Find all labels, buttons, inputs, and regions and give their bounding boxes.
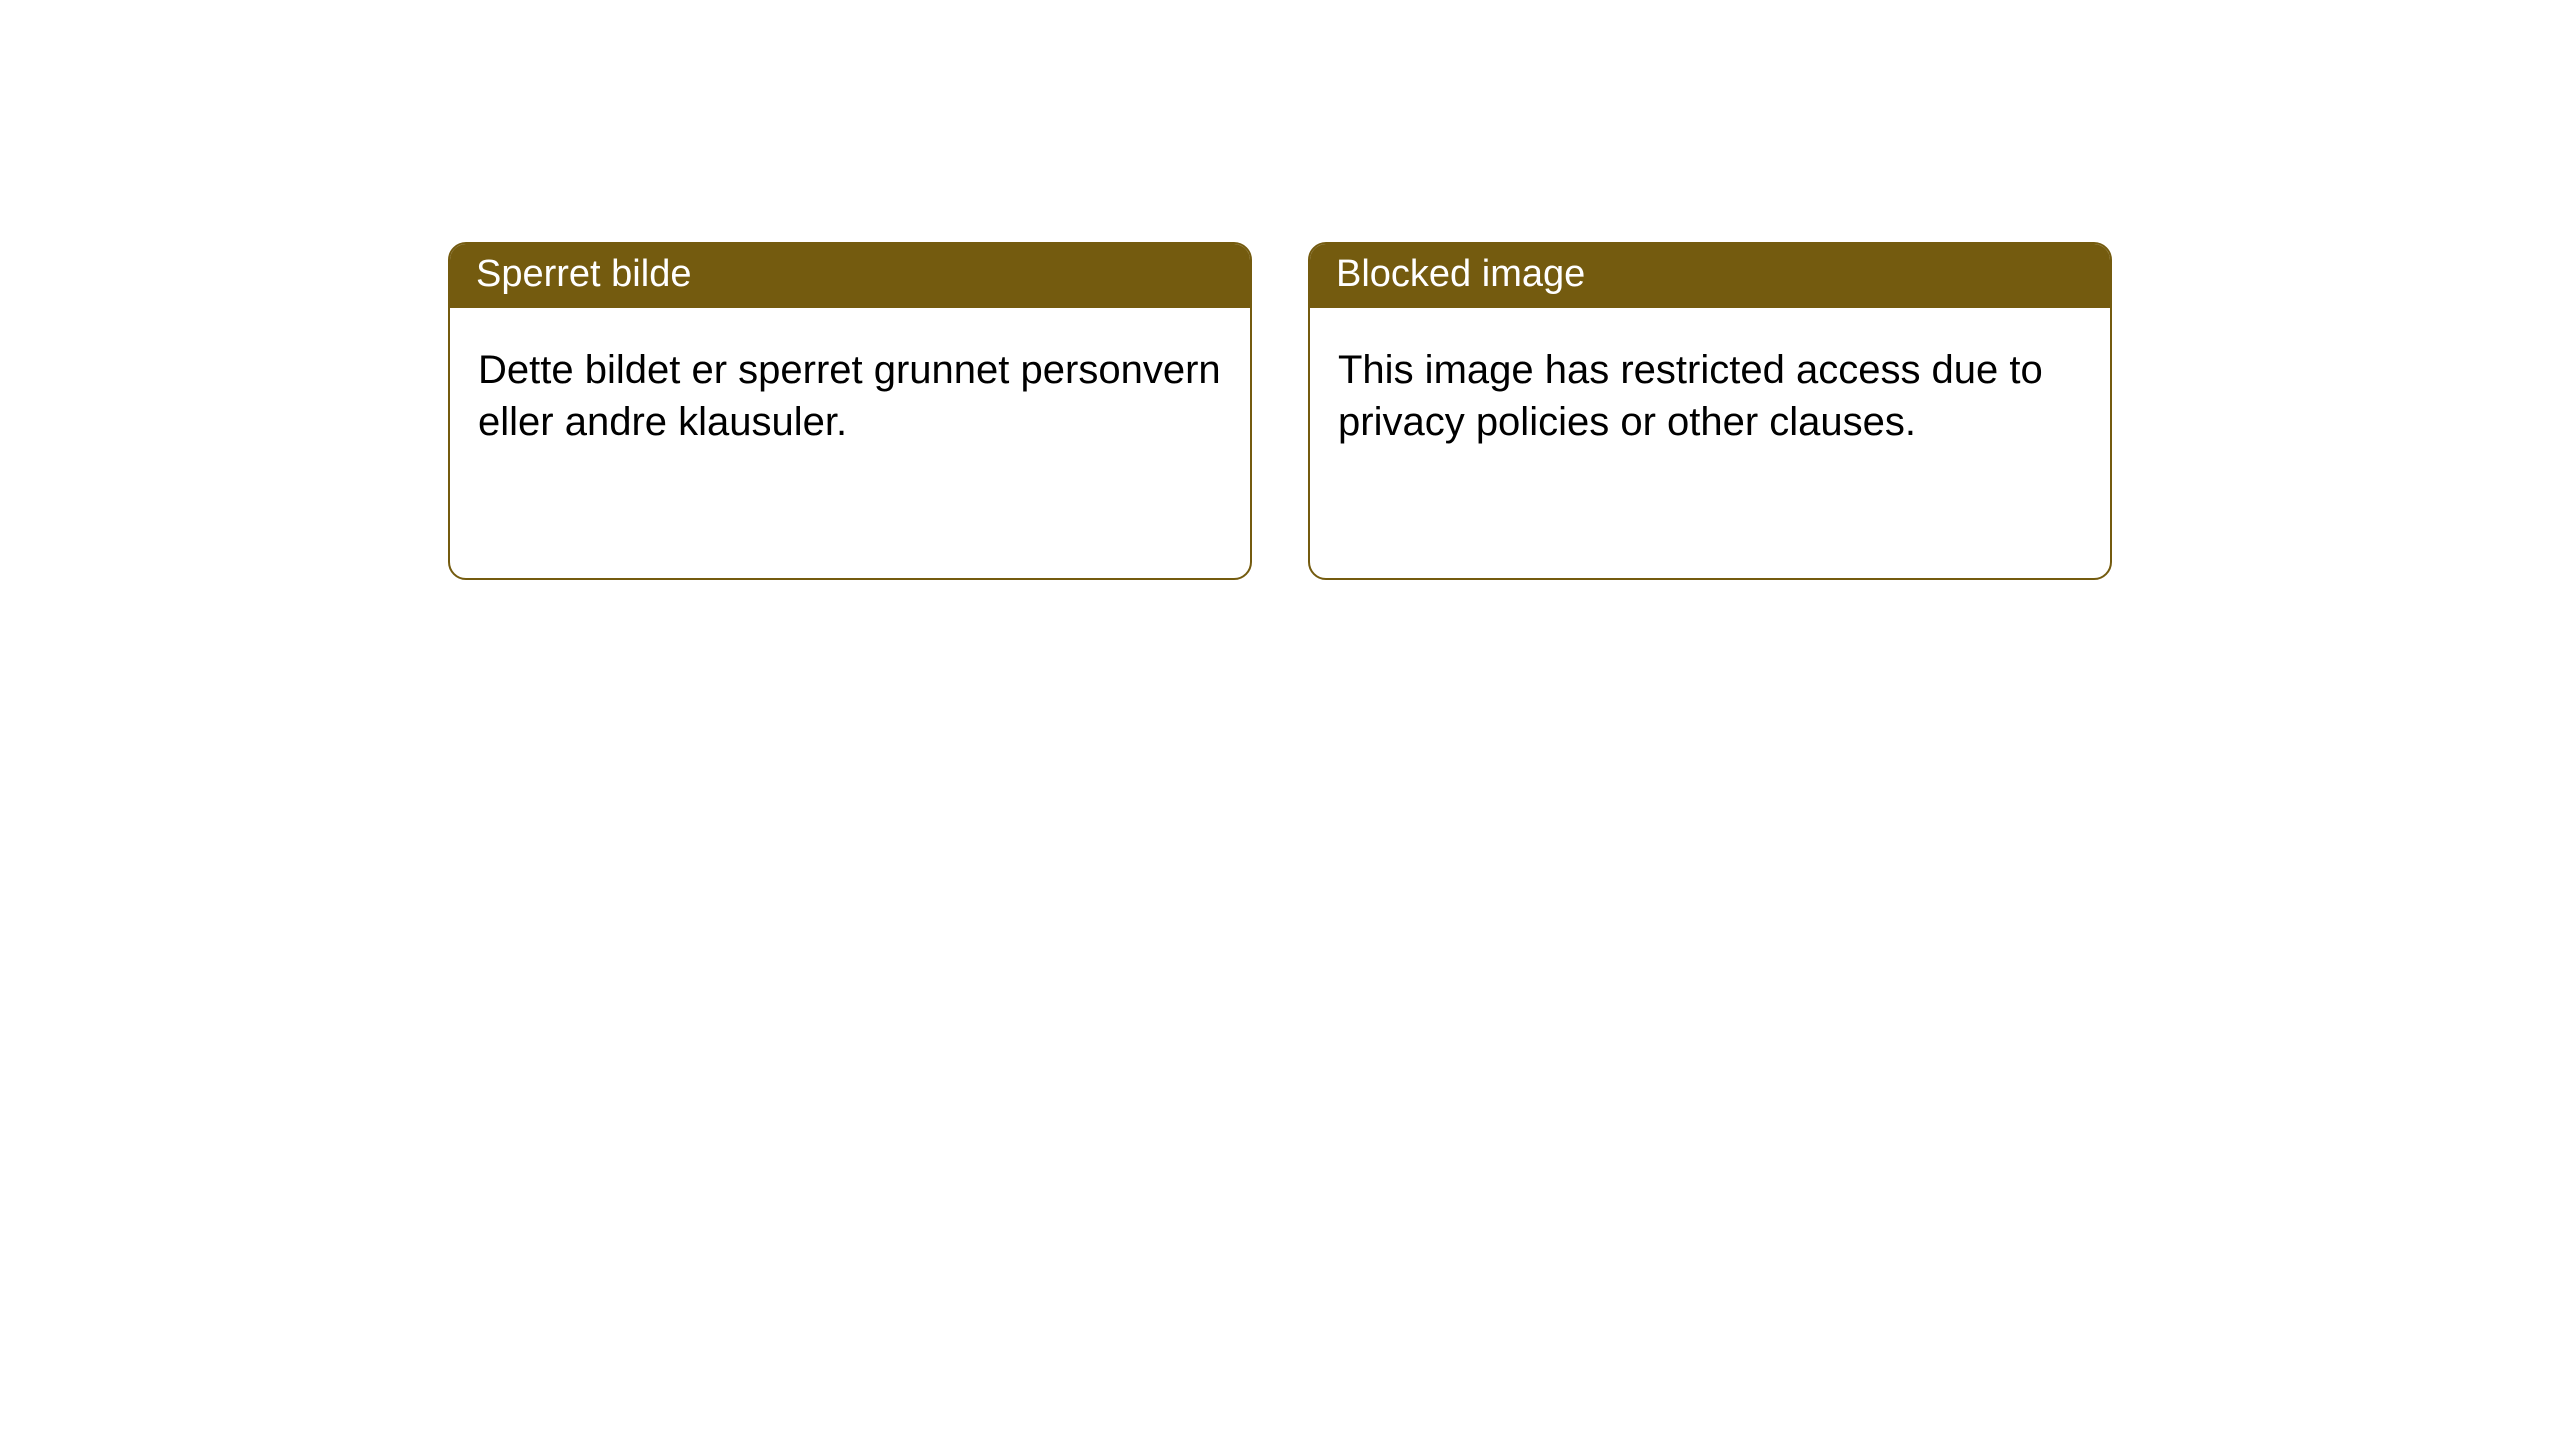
blocked-image-card-no: Sperret bilde Dette bildet er sperret gr… xyxy=(448,242,1252,580)
blocked-image-card-en: Blocked image This image has restricted … xyxy=(1308,242,2112,580)
card-body-text: Dette bildet er sperret grunnet personve… xyxy=(450,308,1250,478)
card-title: Blocked image xyxy=(1310,244,2110,308)
card-title: Sperret bilde xyxy=(450,244,1250,308)
cards-container: Sperret bilde Dette bildet er sperret gr… xyxy=(0,0,2560,580)
card-body-text: This image has restricted access due to … xyxy=(1310,308,2110,478)
